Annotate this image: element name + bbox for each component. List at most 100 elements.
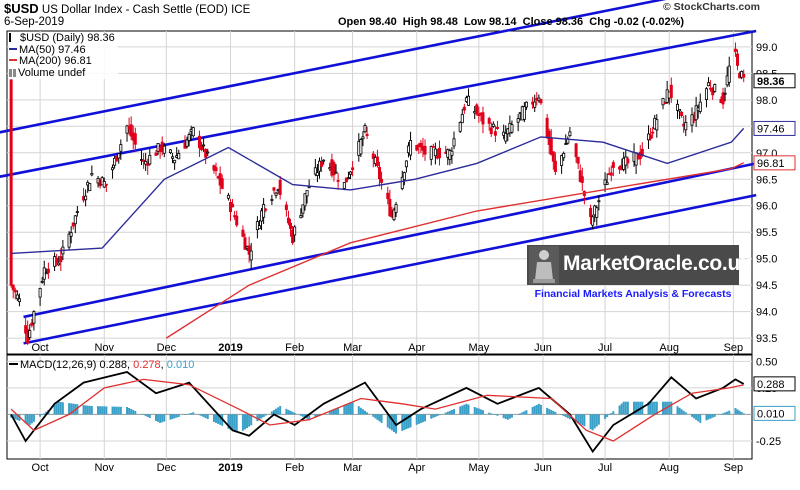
price-candle bbox=[605, 173, 609, 185]
price-panel-frame bbox=[6, 30, 753, 355]
price-candle bbox=[111, 164, 115, 179]
macd-hist-bar bbox=[183, 414, 186, 415]
price-candle bbox=[202, 137, 206, 152]
macd-hist-bar bbox=[388, 414, 391, 429]
macd-hist-bar bbox=[620, 403, 623, 415]
legend-price-text: $USD (Daily) 98.36 bbox=[20, 32, 115, 44]
macd-hist-bar bbox=[270, 411, 273, 415]
macd-hist-bar bbox=[595, 414, 598, 427]
legend-volume-text: Volume undef bbox=[18, 66, 86, 79]
candle-body bbox=[272, 187, 276, 191]
macd-hist-bar bbox=[575, 414, 578, 423]
candle-body bbox=[539, 98, 543, 104]
macd-hist-bar bbox=[517, 414, 520, 415]
price-candle bbox=[30, 318, 34, 328]
price-candle bbox=[684, 115, 688, 137]
macd-y-tick-label: 0.50 bbox=[756, 356, 777, 368]
hist-last-badge: 0.010 bbox=[753, 405, 796, 421]
macd-last-badge: 0.288 bbox=[753, 376, 796, 392]
price-candle bbox=[609, 165, 613, 182]
macd-hist-bar bbox=[361, 409, 364, 415]
price-candle bbox=[278, 175, 282, 200]
y-tick-label: 93.5 bbox=[756, 333, 777, 345]
macd-hist-bar bbox=[707, 414, 710, 420]
candle-body bbox=[289, 222, 293, 229]
macd-hist-bar bbox=[157, 414, 160, 422]
candle-body bbox=[736, 53, 740, 66]
candle-body bbox=[200, 144, 204, 151]
macd-hist-bar bbox=[637, 401, 640, 415]
macd-hist-bar bbox=[496, 414, 499, 416]
macd-hist-bar bbox=[248, 414, 251, 427]
macd-hist-bar bbox=[548, 408, 551, 415]
signal-line bbox=[10, 378, 744, 442]
price-candle bbox=[15, 290, 19, 301]
macd-hist-bar bbox=[610, 413, 613, 415]
macd-hist-bar bbox=[684, 412, 687, 415]
price-candle bbox=[694, 96, 698, 128]
price-candle bbox=[458, 121, 462, 134]
price-candle bbox=[363, 123, 367, 134]
macd-hist-bar bbox=[140, 413, 143, 415]
candle-body bbox=[104, 183, 108, 186]
candle-body bbox=[197, 135, 201, 149]
candle-body bbox=[694, 105, 698, 121]
price-candle bbox=[433, 142, 437, 165]
x-tick-label: Aug bbox=[659, 342, 679, 354]
price-candle bbox=[119, 139, 123, 160]
price-candle bbox=[40, 276, 44, 284]
price-candle bbox=[71, 222, 75, 230]
candle-body bbox=[173, 159, 177, 164]
x-tick-label: Mar bbox=[343, 342, 362, 354]
price-candle bbox=[661, 97, 665, 110]
legend-price: $USD (Daily) 98.36 bbox=[9, 32, 115, 45]
price-candle bbox=[589, 204, 593, 225]
price-candle bbox=[173, 159, 177, 170]
macd-hist-bar bbox=[105, 406, 108, 415]
price-candle bbox=[320, 156, 324, 173]
price-candle bbox=[450, 147, 454, 164]
macd-hist-bar bbox=[171, 414, 174, 419]
macd-hist-bar bbox=[103, 406, 106, 415]
macd-hist-bar bbox=[337, 407, 340, 415]
macd-hist-bar bbox=[328, 411, 331, 415]
candle-body bbox=[669, 84, 673, 98]
candle-body bbox=[649, 134, 653, 140]
price-candle bbox=[113, 155, 117, 169]
price-candle bbox=[133, 127, 137, 153]
price-candle bbox=[293, 225, 297, 242]
candle-body bbox=[578, 170, 582, 182]
candle-body bbox=[574, 143, 578, 158]
macd-hist-bar bbox=[734, 408, 737, 415]
macd-hist-bar bbox=[148, 414, 151, 418]
price-candle bbox=[168, 149, 172, 155]
price-candle bbox=[46, 262, 50, 279]
price-candle bbox=[303, 193, 307, 211]
macd-x-tick-label: Apr bbox=[408, 462, 425, 474]
macd-hist-bar bbox=[438, 414, 441, 416]
price-candle bbox=[231, 199, 235, 208]
macd-hist-bar bbox=[477, 408, 480, 415]
x-tick-label: 2019 bbox=[218, 342, 242, 354]
candle-body bbox=[342, 182, 346, 189]
macd-hist-bar bbox=[32, 414, 35, 422]
price-candle bbox=[313, 158, 317, 177]
candle-body bbox=[67, 233, 71, 248]
y-tick-label: 99.0 bbox=[756, 42, 777, 54]
last-price-badge-box bbox=[753, 73, 796, 89]
price-candle bbox=[477, 106, 481, 123]
macd-hist-bar bbox=[26, 414, 29, 425]
candle-body bbox=[605, 182, 609, 185]
macd-hist-value: 0.010 bbox=[166, 359, 195, 371]
macd-hist-bar bbox=[186, 414, 189, 415]
candle-body bbox=[257, 225, 261, 230]
macd-hist-bar bbox=[713, 414, 716, 417]
macd-hist-bar bbox=[246, 414, 249, 429]
price-candle bbox=[377, 161, 381, 187]
price-candle bbox=[680, 111, 684, 118]
candle-body bbox=[450, 150, 454, 156]
macd-x-tick-label: Jun bbox=[534, 462, 552, 474]
candle-body bbox=[510, 124, 514, 133]
price-candle bbox=[11, 284, 15, 299]
macd-hist-bar bbox=[30, 414, 33, 424]
